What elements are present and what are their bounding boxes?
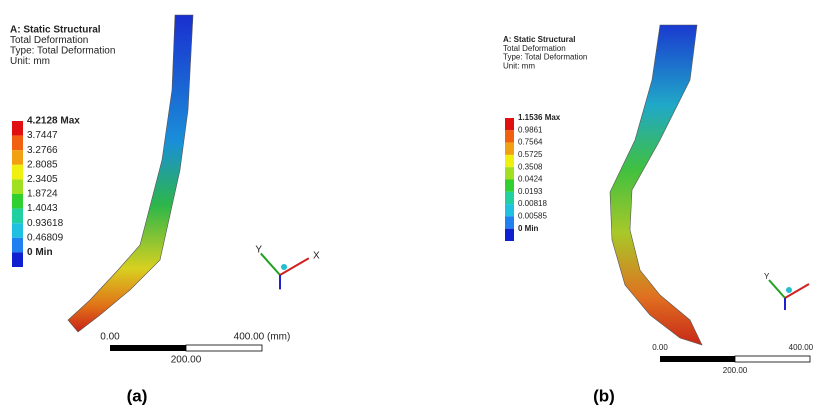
figure: A: Static StructuralTotal DeformationTyp…	[0, 0, 813, 410]
header-line: Total Deformation	[503, 44, 566, 53]
legend-label: 1.4043	[27, 203, 58, 214]
model-b	[610, 25, 702, 345]
triad-ball	[281, 264, 287, 270]
legend-label: 3.7447	[27, 130, 58, 141]
legend-swatch	[505, 130, 514, 142]
legend-swatch	[12, 194, 23, 209]
legend-swatch	[12, 223, 23, 238]
scale-end: 400.00 (mm	[789, 343, 813, 352]
legend-label: 0.3508	[518, 162, 543, 171]
legend-label: 3.2766	[27, 145, 58, 156]
legend-label: 1.1536 Max	[518, 113, 561, 122]
header-title: A: Static Structural	[503, 35, 575, 44]
triad-x-label: X	[313, 250, 320, 261]
legend-label: 0.46809	[27, 232, 64, 243]
legend-label: 4.2128 Max	[27, 116, 80, 127]
legend-swatch	[505, 204, 514, 216]
scale-white	[735, 356, 810, 362]
header-line: Unit: mm	[503, 62, 535, 71]
legend-label: 0.5725	[518, 150, 543, 159]
legend-swatch	[12, 238, 23, 253]
header-line: Type: Total Deformation	[10, 46, 115, 57]
legend-swatch	[12, 136, 23, 151]
scale-black	[110, 345, 186, 351]
header-line: Total Deformation	[10, 35, 88, 46]
legend-label: 0.0193	[518, 187, 543, 196]
legend-label: 1.8724	[27, 189, 58, 200]
legend-swatch	[505, 229, 514, 241]
legend-label: 0.7564	[518, 138, 543, 147]
header-title: A: Static Structural	[10, 25, 101, 36]
triad-y-label: Y	[255, 244, 262, 255]
legend-label: 0.00585	[518, 212, 547, 221]
triad-y	[769, 280, 785, 298]
header-line: Unit: mm	[10, 56, 50, 67]
legend-swatch	[505, 167, 514, 179]
scale-start: 0.00	[652, 343, 668, 352]
legend-label: 0.93618	[27, 218, 64, 229]
scale-black	[660, 356, 735, 362]
legend-swatch	[12, 121, 23, 136]
legend-swatch	[12, 252, 23, 267]
header-line: Type: Total Deformation	[503, 53, 587, 62]
legend-swatch	[12, 150, 23, 165]
scale-end: 400.00 (mm)	[234, 332, 291, 343]
caption: (b)	[593, 386, 615, 405]
legend-label: 0 Min	[518, 224, 539, 233]
legend-label: 0.9861	[518, 125, 543, 134]
legend-label: 2.3405	[27, 174, 58, 185]
legend-swatch	[505, 118, 514, 130]
legend-swatch	[505, 143, 514, 155]
triad-ball	[786, 287, 792, 293]
legend-swatch	[505, 155, 514, 167]
legend-label: 2.8085	[27, 159, 58, 170]
legend-swatch	[505, 192, 514, 204]
caption: (a)	[127, 386, 148, 405]
legend-label: 0.0424	[518, 175, 543, 184]
scale-white	[186, 345, 262, 351]
triad-y-label: Y	[764, 272, 770, 281]
legend-label: 0 Min	[27, 247, 53, 258]
scale-mid: 200.00	[171, 355, 202, 366]
legend-swatch	[505, 180, 514, 192]
legend-swatch	[12, 165, 23, 180]
scale-mid: 200.00	[723, 366, 748, 375]
legend-swatch	[12, 209, 23, 224]
legend-label: 0.00818	[518, 199, 547, 208]
scale-start: 0.00	[100, 332, 120, 343]
model-a	[68, 15, 193, 332]
triad-y	[261, 253, 280, 275]
legend-swatch	[505, 216, 514, 228]
legend-swatch	[12, 179, 23, 194]
